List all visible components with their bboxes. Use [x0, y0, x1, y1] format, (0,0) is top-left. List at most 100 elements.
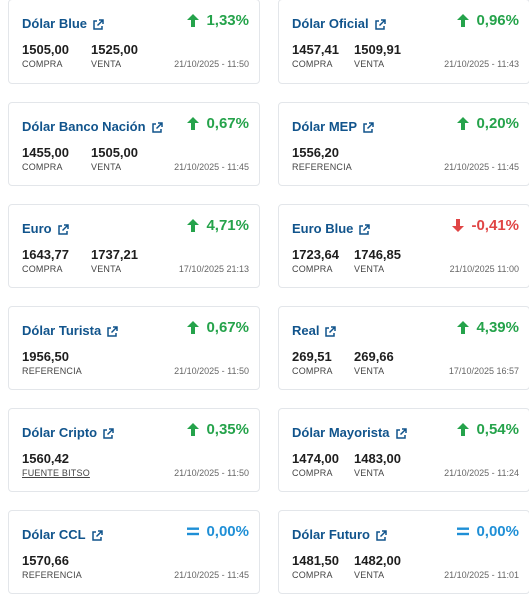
- quote-value-label: COMPRA: [22, 162, 63, 172]
- quote-card-real: Real 4,39% 269,51 COMPRA 269,66 VENTA 17/10/20…: [278, 306, 529, 390]
- quote-title-link[interactable]: Euro: [22, 221, 69, 236]
- quote-title-link[interactable]: Dólar Cripto: [22, 425, 114, 440]
- quote-title: Dólar CCL: [22, 527, 86, 542]
- change-value: 0,00%: [206, 523, 249, 540]
- quote-title-link[interactable]: Dólar CCL: [22, 527, 103, 542]
- quote-timestamp: 21/10/2025 - 11:50: [174, 59, 249, 69]
- change-value: -0,41%: [471, 217, 519, 234]
- quote-timestamp: 21/10/2025 - 11:50: [174, 468, 249, 478]
- quote-value: 1481,50: [292, 553, 339, 568]
- arrow-up-icon: [186, 422, 200, 437]
- quote-card-dolar-ccl: Dólar CCL 0,00% 1570,66 REFERENCIA 21/10/202…: [8, 510, 260, 594]
- quote-value: 1483,00: [354, 451, 401, 466]
- quote-value-label: COMPRA: [22, 59, 63, 69]
- change-percent: 4,71%: [186, 217, 249, 234]
- quote-title-link[interactable]: Real: [292, 323, 337, 338]
- quote-value-label: COMPRA: [292, 366, 333, 376]
- arrow-up-icon: [456, 422, 470, 437]
- quote-value: 1560,42: [22, 451, 69, 466]
- quote-value: 269,51: [292, 349, 332, 364]
- change-value: 0,96%: [476, 12, 519, 29]
- quote-title: Euro Blue: [292, 221, 354, 236]
- equals-icon: [456, 524, 470, 539]
- quote-timestamp: 17/10/2025 21:13: [178, 264, 249, 274]
- quote-value-label: COMPRA: [292, 264, 333, 274]
- source-link[interactable]: FUENTE BITSO: [22, 468, 90, 478]
- change-percent: 0,20%: [456, 115, 519, 132]
- arrow-up-icon: [186, 116, 200, 131]
- quote-card-dolar-oficial: Dólar Oficial 0,96% 1457,41 COMPRA 1509,91 VE…: [278, 0, 529, 84]
- quote-title-link[interactable]: Dólar Mayorista: [292, 425, 407, 440]
- quote-value: 269,66: [354, 349, 394, 364]
- quote-value: 1723,64: [292, 247, 339, 262]
- quote-value-label: VENTA: [354, 264, 385, 274]
- change-value: 0,67%: [206, 319, 249, 336]
- quote-title-link[interactable]: Dólar Turista: [22, 323, 118, 338]
- quote-title-link[interactable]: Euro Blue: [292, 221, 371, 236]
- quote-title-link[interactable]: Dólar Banco Nación: [22, 119, 163, 134]
- quote-timestamp: 21/10/2025 - 11:01: [444, 570, 519, 580]
- quote-value-label: VENTA: [354, 59, 385, 69]
- arrow-up-icon: [456, 13, 470, 28]
- change-value: 4,39%: [476, 319, 519, 336]
- quote-card-euro: Euro 4,71% 1643,77 COMPRA 1737,21 VENTA 17/10/…: [8, 204, 260, 288]
- external-link-icon: [324, 325, 337, 338]
- external-link-icon: [374, 18, 386, 31]
- quote-value-label: VENTA: [91, 162, 122, 172]
- quote-value: 1525,00: [91, 42, 138, 57]
- arrow-up-icon: [186, 13, 200, 28]
- quote-card-dolar-banco-nacion: Dólar Banco Nación 0,67% 1455,00 COMPRA 1505…: [8, 102, 260, 186]
- quote-value-label: VENTA: [91, 264, 122, 274]
- quote-timestamp: 21/10/2025 11:00: [449, 264, 519, 274]
- quote-card-dolar-blue: Dólar Blue 1,33% 1505,00 COMPRA 1525,00 VENTA…: [8, 0, 260, 84]
- quote-title-link[interactable]: Dólar Oficial: [292, 16, 386, 31]
- quote-value-label: COMPRA: [292, 468, 333, 478]
- quote-timestamp: 21/10/2025 - 11:45: [174, 162, 249, 172]
- quote-title: Dólar Oficial: [292, 16, 369, 31]
- external-link-icon: [57, 223, 69, 236]
- quote-title: Dólar Blue: [22, 16, 88, 31]
- external-link-icon: [362, 121, 374, 134]
- external-link-icon: [375, 529, 387, 542]
- quote-card-dolar-cripto: Dólar Cripto 0,35% 1560,42 FUENTE BITSO 21/1…: [8, 408, 260, 492]
- quote-title: Dólar MEP: [292, 119, 358, 134]
- quote-value: 1505,00: [22, 42, 69, 57]
- quote-title: Dólar Banco Nación: [22, 119, 146, 134]
- change-percent: 0,67%: [186, 319, 249, 336]
- quote-value: 1570,66: [22, 553, 69, 568]
- change-value: 0,35%: [206, 421, 249, 438]
- quote-value: 1737,21: [91, 247, 138, 262]
- external-link-icon: [151, 121, 163, 134]
- quote-value-label: REFERENCIA: [22, 570, 83, 580]
- quote-value: 1746,85: [354, 247, 401, 262]
- quote-title: Dólar Cripto: [22, 425, 98, 440]
- quote-title-link[interactable]: Dólar MEP: [292, 119, 374, 134]
- change-percent: 0,00%: [186, 523, 249, 540]
- quote-value-label: VENTA: [354, 468, 385, 478]
- change-value: 1,33%: [206, 12, 249, 29]
- quote-title: Dólar Turista: [22, 323, 102, 338]
- quote-card-dolar-mep: Dólar MEP 0,20% 1556,20 REFERENCIA 21/10/202…: [278, 102, 529, 186]
- quote-value-label: VENTA: [354, 366, 385, 376]
- arrow-up-icon: [186, 320, 200, 335]
- quote-timestamp: 21/10/2025 - 11:45: [174, 570, 249, 580]
- quote-value-label: VENTA: [91, 59, 122, 69]
- quote-value: 1474,00: [292, 451, 339, 466]
- equals-icon: [186, 524, 200, 539]
- quote-title-link[interactable]: Dólar Futuro: [292, 527, 387, 542]
- arrow-up-icon: [456, 116, 470, 131]
- quote-timestamp: 21/10/2025 - 11:24: [444, 468, 519, 478]
- external-link-icon: [102, 427, 114, 440]
- change-percent: 0,96%: [456, 12, 519, 29]
- quote-title-link[interactable]: Dólar Blue: [22, 16, 104, 31]
- quote-value: 1556,20: [292, 145, 339, 160]
- arrow-up-icon: [456, 320, 470, 335]
- quote-value: 1643,77: [22, 247, 69, 262]
- external-link-icon: [106, 325, 118, 338]
- change-percent: 0,00%: [456, 523, 519, 540]
- change-percent: 0,35%: [186, 421, 249, 438]
- arrow-down-icon: [451, 218, 465, 233]
- change-percent: 4,39%: [456, 319, 519, 336]
- quote-value-label: COMPRA: [292, 59, 333, 69]
